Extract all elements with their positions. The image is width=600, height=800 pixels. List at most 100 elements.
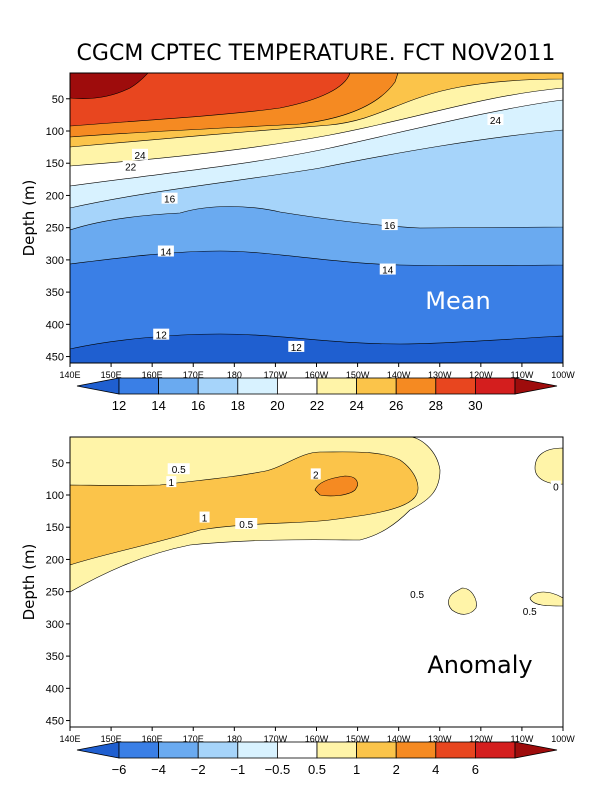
contour-label-bg [381, 219, 398, 231]
colorbar-swatch [395, 741, 437, 759]
anomaly-contour-fills [70, 437, 563, 727]
colorbar-low-triangle [76, 741, 120, 759]
contour-label: 24 [490, 116, 502, 127]
colorbar-tick-label: 0.5 [308, 762, 326, 777]
y-tick-label: 250 [46, 587, 64, 599]
anomaly-colorbar: −6 −4 −2 −1 −0.5 0.5 1 2 4 6 [76, 741, 558, 777]
contour-label: 0.5 [410, 590, 424, 601]
x-tick-label: 110W [510, 734, 533, 744]
contour-label: 0.5 [172, 465, 186, 476]
anomaly-contour-labels: 0.5 1 2 1 0.5 0.5 0.5 0 [166, 463, 561, 618]
y-tick-label: 350 [46, 651, 64, 663]
y-tick-label: 450 [46, 716, 64, 728]
x-tick-label: 170W [264, 370, 288, 380]
y-tick-label: 250 [46, 223, 64, 235]
colorbar-tick-label: −4 [151, 762, 166, 777]
contour-label: 14 [382, 266, 394, 277]
y-tick-label: 100 [46, 126, 64, 138]
colorbar-swatch [395, 377, 437, 395]
contour-label-bg [157, 245, 174, 257]
colorbar-swatch [118, 377, 159, 395]
colorbar-tick-label: −0.5 [265, 762, 291, 777]
y-tick-label: 100 [46, 490, 64, 502]
anomaly-y-ticks: 50 100 150 200 250 300 350 400 450 [46, 458, 70, 728]
y-tick-label: 50 [52, 458, 64, 470]
colorbar-swatch [435, 741, 476, 759]
colorbar-tick-label: 4 [432, 762, 439, 777]
contour-label: 12 [291, 343, 303, 354]
mean-y-axis-label: Depth (m) [20, 180, 38, 257]
contour-label-bg [487, 114, 504, 126]
contour-label-bg [153, 328, 170, 340]
y-tick-label: 150 [46, 158, 64, 170]
colorbar-swatch [158, 741, 199, 759]
colorbar-high-triangle [514, 377, 558, 395]
colorbar-low-triangle [76, 377, 120, 395]
y-tick-label: 200 [46, 554, 64, 566]
y-tick-label: 150 [46, 522, 64, 534]
colorbar-swatch [316, 377, 357, 395]
colorbar-swatch [276, 741, 318, 759]
x-tick-label: 150E [101, 734, 122, 744]
colorbar-tick-label: 2 [393, 762, 400, 777]
colorbar-tick-label: −6 [112, 762, 127, 777]
colorbar-swatch [356, 741, 397, 759]
mean-y-ticks: 50 100 150 200 250 300 350 400 450 [46, 94, 70, 364]
colorbar-tick-label: 14 [151, 398, 165, 413]
y-tick-label: 350 [46, 287, 64, 299]
y-tick-label: 450 [46, 352, 64, 364]
x-tick-label: 130W [428, 370, 452, 380]
y-tick-label: 300 [46, 619, 64, 631]
x-tick-label: 130W [428, 734, 452, 744]
x-tick-label: 160E [142, 734, 163, 744]
colorbar-swatch [316, 741, 357, 759]
colorbar-tick-label: 6 [472, 762, 479, 777]
colorbar-swatch [197, 377, 239, 395]
x-tick-label: 160W [305, 370, 329, 380]
mean-panel-label: Mean [425, 287, 490, 315]
contour-label-bg [518, 605, 541, 616]
x-tick-label: 100W [551, 370, 575, 380]
mean-x-ticks: 140E 150E 160E 170E 180 170W 160W 150W 140W 130W 1… [59, 363, 575, 380]
contour-label-bg [310, 468, 321, 480]
contour-label-bg [199, 511, 210, 523]
colorbar-tick-label: 26 [389, 398, 403, 413]
x-tick-label: 170W [264, 734, 288, 744]
colorbar-tick-label: 24 [349, 398, 363, 413]
x-tick-label: 140W [387, 734, 411, 744]
colorbar-swatch [158, 377, 199, 395]
x-tick-label: 110W [510, 370, 533, 380]
contour-label-bg [166, 476, 177, 488]
chart-title: CGCM CPTEC TEMPERATURE. FCT NOV2011 [77, 41, 556, 66]
anomaly-patch-southeast [529, 591, 563, 607]
y-tick-label: 400 [46, 683, 64, 695]
colorbar-swatch [237, 741, 278, 759]
x-tick-label: 120W [469, 370, 493, 380]
x-tick-label: 150W [346, 734, 370, 744]
contour-label: 0.5 [523, 607, 537, 618]
contour-label-bg [122, 160, 139, 172]
y-tick-label: 300 [46, 255, 64, 267]
colorbar-swatch [197, 741, 239, 759]
contour-label-bg [379, 263, 396, 275]
anomaly-x-ticks: 140E 150E 160E 170E 180 170W 160W 150W 140W 130W 1… [59, 727, 575, 744]
y-tick-label: 50 [52, 94, 64, 106]
anomaly-panel: 0.5 1 2 1 0.5 0.5 0.5 0 50 100 150 200 250 300 350 400… [20, 436, 575, 777]
contour-label-bg [161, 192, 178, 204]
mean-band-above-30 [70, 73, 149, 99]
colorbar-tick-label: 1 [353, 762, 360, 777]
y-tick-label: 200 [46, 190, 64, 202]
contour-label: 14 [160, 248, 172, 259]
x-tick-label: 160E [142, 370, 163, 380]
anomaly-band-above-2 [314, 475, 358, 497]
colorbar-tick-label: 12 [112, 398, 126, 413]
contour-label: 0 [553, 483, 559, 494]
colorbar-tick-label: 16 [191, 398, 205, 413]
x-tick-label: 100W [551, 734, 575, 744]
x-tick-label: 150E [101, 370, 122, 380]
colorbar-swatch [237, 377, 278, 395]
colorbar-swatch [435, 377, 476, 395]
contour-label: 2 [313, 470, 319, 481]
